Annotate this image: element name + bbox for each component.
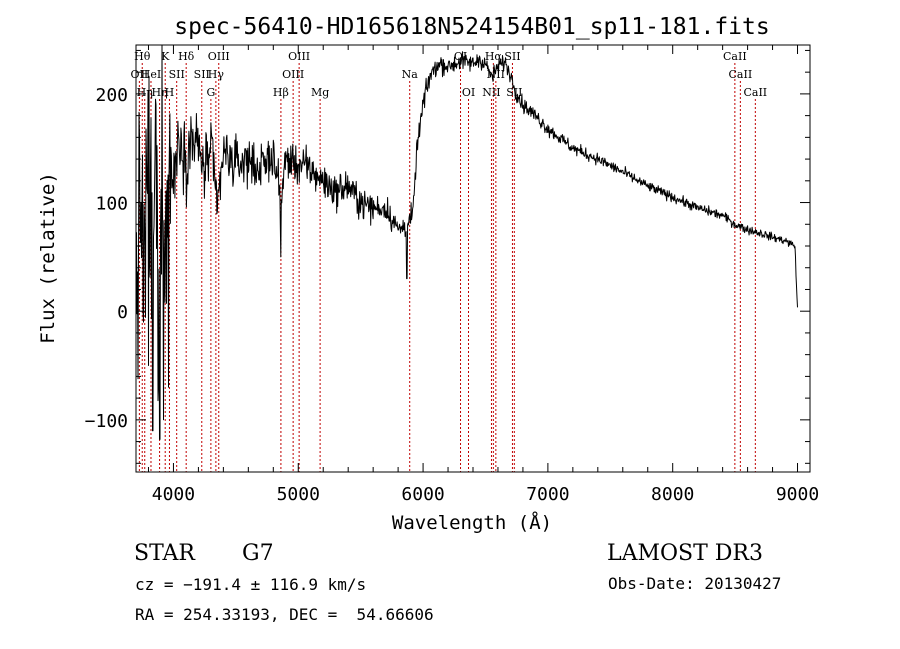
coordinates-text: RA = 254.33193, DEC = 54.66606 [135,605,434,624]
spectral-line-label: Hδ [178,50,195,63]
spectral-line-label: G [206,86,215,99]
spectral-line-label: SII [506,86,522,99]
object-class: STAR [134,541,196,566]
y-tick-label: 0 [117,302,128,323]
spectral-line-label: NII [482,86,500,99]
axis-ticks: 4000 5000 6000 7000 8000 9000 −100 0 100 200 [85,45,819,505]
spectral-line-label: OII [131,68,149,81]
spectral-line-label: H [165,86,175,99]
spectral-line-label: CaII [723,50,747,63]
spectral-line-label: OIII [208,50,230,63]
plot-frame [135,44,811,473]
spectral-line-label: K [161,50,170,63]
spectral-line-label: SII [194,68,210,81]
x-tick-label: 8000 [651,484,694,505]
spectral-line-label: Hθ [134,50,151,63]
object-subclass: G7 [242,541,274,566]
x-axis-label: Wavelength (Å) [392,511,552,534]
x-tick-label: 5000 [277,484,320,505]
spectral-line-label: Na [402,68,419,81]
spectral-line-label: SII [504,50,520,63]
spectral-line-label: OIII [282,68,304,81]
flux-series-line [135,44,798,440]
spectral-line-label: CaII [729,68,753,81]
spectral-line-label: Hα [485,50,503,63]
survey-name: LAMOST DR3 [607,541,763,566]
spectral-line-label: HeI [141,68,161,81]
x-tick-label: 6000 [401,484,444,505]
obs-date: Obs-Date: 20130427 [608,574,781,593]
spectral-line-labels: OII Hθ Hη HeI Hη K H SII Hδ SII G Hγ OIII Hβ OIII OIII M… [131,50,768,99]
spectral-line-label: Mg [311,86,329,99]
spectral-line-label: Hη [137,86,153,99]
x-tick-label: 7000 [526,484,569,505]
y-tick-label: −100 [85,411,128,432]
y-tick-label: 200 [95,85,128,106]
spectral-line-label: Hβ [273,86,289,99]
spectral-line-label: NII [487,68,505,81]
spectral-line-markers [138,63,756,472]
spectral-line-label: Hγ [208,68,225,81]
spectral-line-label: OIII [288,50,310,63]
spectral-line-label: Hη [151,86,167,99]
x-tick-label: 9000 [776,484,819,505]
spectral-line-label: CaII [743,86,767,99]
redshift-text: cz = −191.4 ± 116.9 km/s [135,575,366,594]
y-tick-label: 100 [95,194,128,215]
spectral-line-label: SII [169,68,185,81]
x-tick-label: 4000 [152,484,195,505]
chart-title: spec-56410-HD165618N524154B01_sp11-181.f… [174,14,769,40]
y-axis-label: Flux (relative) [37,172,59,344]
spectral-line-label: OI [462,86,475,99]
